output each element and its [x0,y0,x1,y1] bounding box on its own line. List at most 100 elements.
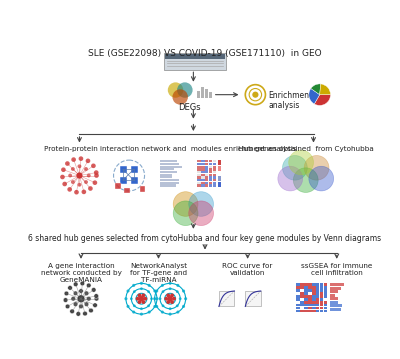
Bar [320,286,323,289]
Circle shape [162,304,164,307]
Bar [316,301,320,304]
Bar [320,295,323,298]
Circle shape [182,305,185,308]
Circle shape [282,155,307,180]
Bar [115,183,120,188]
Bar [120,166,127,173]
Circle shape [189,192,214,216]
Bar [312,283,316,286]
Bar [201,179,205,181]
Circle shape [168,82,183,98]
Bar [209,185,212,187]
Bar [296,304,300,307]
Bar [205,163,208,165]
Bar [296,298,300,300]
Bar [205,168,208,171]
Circle shape [68,285,72,290]
Bar [304,292,308,295]
Bar [131,166,138,173]
Circle shape [60,175,65,179]
Bar [296,286,300,289]
Bar [300,298,304,300]
Bar [209,168,212,171]
Bar [218,171,221,176]
Bar [140,186,145,192]
Circle shape [155,305,158,308]
Bar [304,307,308,309]
Bar [160,163,176,165]
Circle shape [309,166,334,191]
Circle shape [166,293,170,297]
Bar [213,168,216,171]
Bar [312,289,316,292]
Circle shape [173,201,198,225]
Circle shape [153,305,156,308]
Bar [213,171,216,173]
Bar [320,310,323,312]
Bar [201,87,204,98]
Bar [296,310,300,312]
Bar [209,165,212,168]
Bar [296,292,300,295]
Bar [160,168,174,171]
Bar [300,295,304,298]
Bar [320,301,323,304]
Bar [308,301,312,304]
Circle shape [138,293,142,297]
Bar [308,286,312,289]
Bar [201,176,205,178]
Bar [320,304,323,307]
Bar [304,295,308,298]
Bar [201,171,205,173]
Circle shape [86,283,91,288]
Circle shape [86,297,91,301]
Circle shape [172,297,176,300]
Text: Protein-protein interaction network and  modules enrichment analysis: Protein-protein interaction network and … [44,146,296,152]
Bar [300,286,304,289]
Bar [324,307,327,309]
Bar [219,291,234,307]
Bar [197,160,201,162]
Bar [320,289,323,292]
Bar [316,304,320,307]
Circle shape [161,284,164,287]
Circle shape [168,296,173,302]
Bar [330,294,335,297]
Circle shape [170,300,174,304]
Circle shape [278,166,303,191]
Bar [324,301,327,304]
Circle shape [78,164,81,168]
Circle shape [83,311,87,316]
Circle shape [184,297,187,300]
Text: DEGs: DEGs [178,103,201,112]
Wedge shape [311,84,321,95]
Circle shape [82,190,86,194]
Bar [160,165,176,168]
Circle shape [133,304,136,307]
Bar [304,298,308,300]
Bar [312,292,316,295]
Bar [330,304,342,307]
Circle shape [71,167,75,171]
Bar [218,165,221,171]
Circle shape [124,297,128,300]
Bar [218,176,221,181]
Bar [296,283,300,286]
Bar [213,174,216,176]
Bar [330,297,338,300]
Bar [160,171,180,173]
Bar [201,185,205,187]
Bar [316,289,320,292]
Bar [330,301,338,304]
Bar [209,179,212,181]
Bar [324,289,327,292]
Circle shape [84,291,89,295]
Wedge shape [309,88,320,104]
Circle shape [153,297,156,300]
Circle shape [70,309,74,314]
Bar [296,301,300,304]
Bar [308,292,312,295]
Bar [316,307,320,309]
Bar [304,310,308,312]
Bar [201,182,205,184]
